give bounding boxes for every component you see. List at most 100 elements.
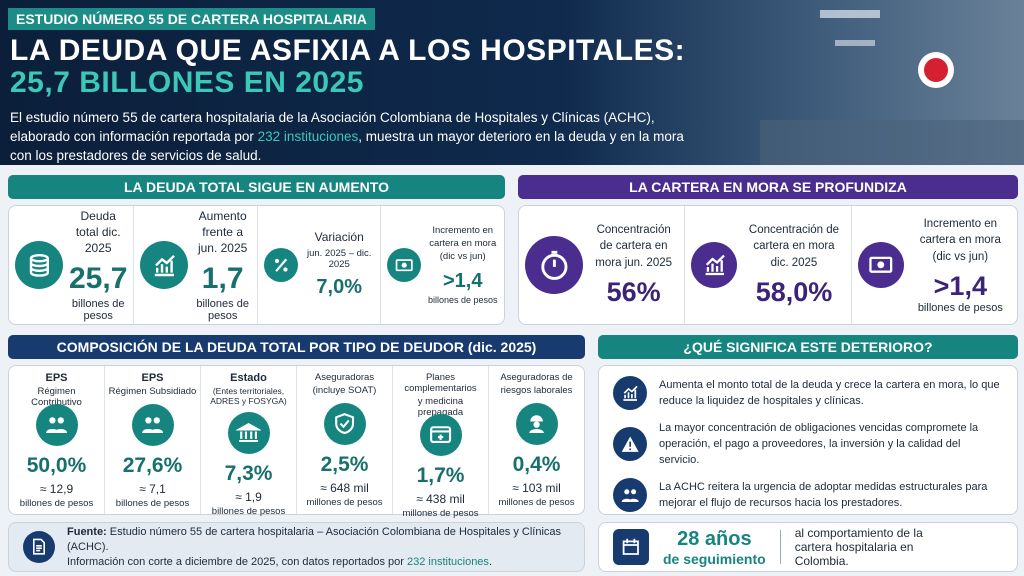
debtor-unit: millones de pesos (402, 508, 479, 519)
debtor-unit: billones de pesos (211, 506, 286, 517)
source-box: Fuente: Estudio número 55 de cartera hos… (8, 522, 585, 572)
intro: El estudio número 55 de cartera hospital… (10, 108, 690, 165)
debtor-label: Aseguradoras (314, 372, 375, 383)
source-text: Fuente: Estudio número 55 de cartera hos… (67, 525, 584, 570)
icon (419, 414, 462, 456)
icon (691, 242, 738, 288)
debtor-sublabel: (incluye SOAT) (312, 385, 377, 396)
debtor-percent: 50,0% (26, 454, 87, 477)
debtor-sublabel: (Entes territoriales, ADRES y FOSYGA) (210, 386, 287, 406)
stat-unit: billones de pesos (71, 298, 125, 323)
source-highlight: 232 instituciones (406, 555, 489, 568)
debtor-percent: 1,7% (416, 464, 465, 487)
stat-label: Aumento frente a jun. 2025 (197, 208, 248, 256)
stat-value: 1,7 (201, 262, 244, 296)
stat-item: Incremento en cartera en mora (dic vs ju… (850, 206, 1017, 324)
icon (15, 241, 63, 289)
debtor-amount: ≈ 103 mil (512, 481, 561, 495)
meaning-row: Aumenta el monto total de la deuda y cre… (613, 376, 1003, 410)
icon (613, 376, 647, 410)
source-label: Fuente: (67, 525, 107, 538)
tracking-number: 28 años (677, 527, 752, 550)
debtor-amount: ≈ 648 mil (320, 481, 369, 495)
meaning-text: La ACHC reitera la urgencia de adoptar m… (659, 481, 988, 509)
stat-value: >1,4 (933, 270, 987, 301)
meaning-row: La ACHC reitera la urgencia de adoptar m… (613, 478, 1003, 512)
intro-text: , muestra un mayor deterioro en la deuda… (10, 129, 684, 163)
title: LA DEUDA QUE ASFIXIA A LOS HOSPITALES: (10, 34, 686, 67)
debtor-item: EPS Régimen Subsidiado 27,6% ≈ 7,1 billones … (104, 366, 200, 514)
stat-item: Concentración de cartera en mora dic. 20… (684, 206, 850, 324)
calendar-icon (613, 529, 649, 565)
icon (131, 404, 174, 446)
stat-item: Variación jun. 2025 – dic. 2025 7,0% (256, 206, 381, 324)
tracking-text: al comportamiento de la cartera hospital… (794, 526, 923, 568)
stat-label: Concentración de cartera en mora dic. 20… (748, 224, 840, 269)
tracking-box: 28 años de seguimiento al comportamiento… (598, 522, 1018, 572)
stat-item: Deuda total dic. 2025 25,7 billones de pes… (9, 206, 133, 324)
source-body: Información con corte a diciembre de 202… (67, 555, 407, 568)
icon (140, 241, 189, 289)
stat-value: >1,4 (442, 269, 483, 292)
debtor-sublabel: riesgos laborales (500, 385, 573, 396)
hall-light (820, 10, 880, 18)
stat-text: Incremento en cartera en mora (dic vs ju… (427, 225, 498, 304)
stat-label: Incremento en cartera en mora (dic vs ju… (919, 218, 1001, 263)
stat-text: Concentración de cartera en mora jun. 20… (589, 222, 678, 307)
divider (779, 530, 781, 564)
debtor-percent: 27,6% (122, 454, 183, 477)
section-title: LA CARTERA EN MORA SE PROFUNDIZA (518, 175, 1018, 199)
overdue-card: Concentración de cartera en mora jun. 20… (518, 205, 1018, 325)
debtor-unit: millones de pesos (306, 497, 383, 508)
source-body: . (488, 555, 492, 568)
section-title: LA DEUDA TOTAL SIGUE EN AUMENTO (8, 175, 505, 199)
debtor-sublabel: Régimen Subsidiado (108, 386, 197, 397)
tracking-subtitle: de seguimiento (663, 550, 766, 567)
source-body: Estudio número 55 de cartera hospitalari… (67, 525, 562, 553)
stat-unit: billones de pesos (917, 301, 1003, 314)
icon (857, 242, 904, 288)
debtor-label: Aseguradoras de (500, 372, 573, 383)
debtor-sublabel: Régimen Contributivo (31, 386, 82, 408)
icon (525, 236, 583, 294)
stat-value: 25,7 (69, 262, 128, 296)
debtor-percent: 0,4% (512, 453, 561, 476)
debtor-percent: 7,3% (224, 462, 273, 485)
icon (35, 404, 78, 446)
debtor-amount: ≈ 12,9 (39, 482, 74, 496)
stat-label: Concentración de cartera en mora jun. 20… (595, 224, 673, 269)
debtor-label: Estado (230, 372, 267, 384)
meaning-text: La mayor concentración de obligaciones v… (659, 422, 979, 466)
stat-unit: billones de pesos (427, 294, 498, 305)
icon (263, 248, 298, 282)
debtor-item: Estado (Entes territoriales, ADRES y FOSY… (200, 366, 296, 517)
stat-text: Deuda total dic. 2025 25,7 billones de pes… (69, 208, 127, 323)
stat-value: 7,0% (316, 275, 362, 298)
icon (227, 412, 270, 454)
stat-sublabel: jun. 2025 – dic. 2025 (306, 247, 372, 270)
meaning-card: Aumenta el monto total de la deuda y cre… (598, 365, 1018, 515)
logo (918, 52, 954, 88)
stat-text: Variación jun. 2025 – dic. 2025 7,0% (304, 229, 375, 300)
debtor-item: Aseguradoras (incluye SOAT) 2,5% ≈ 648 mil m… (296, 366, 392, 514)
icon (613, 478, 647, 512)
stat-item: Incremento en cartera en mora (dic vs ju… (380, 206, 504, 324)
icon (323, 403, 366, 445)
debtor-unit: billones de pesos (115, 498, 190, 509)
doc-icon (23, 531, 55, 563)
section-title: ¿QUÉ SIGNIFICA ESTE DETERIORO? (598, 335, 1018, 359)
header: ESTUDIO NÚMERO 55 DE CARTERA HOSPITALARI… (0, 0, 1024, 165)
debtor-unit: billones de pesos (19, 498, 94, 509)
icon (515, 403, 558, 445)
debtor-item: EPS Régimen Contributivo 50,0% ≈ 12,9 billon… (9, 366, 104, 514)
debtor-label: Planes complementarios (404, 372, 477, 394)
title-highlight: 25,7 BILLONES EN 2025 (10, 66, 364, 99)
hall-light (835, 40, 875, 46)
debtor-percent: 2,5% (320, 453, 369, 476)
intro-highlight: 232 instituciones (257, 129, 359, 144)
stat-text: Incremento en cartera en mora (dic vs ju… (910, 216, 1011, 313)
tag: ESTUDIO NÚMERO 55 DE CARTERA HOSPITALARI… (8, 8, 375, 30)
stat-item: Aumento frente a jun. 2025 1,7 billones de… (133, 206, 257, 324)
stat-text: Aumento frente a jun. 2025 1,7 billones de… (194, 208, 251, 323)
